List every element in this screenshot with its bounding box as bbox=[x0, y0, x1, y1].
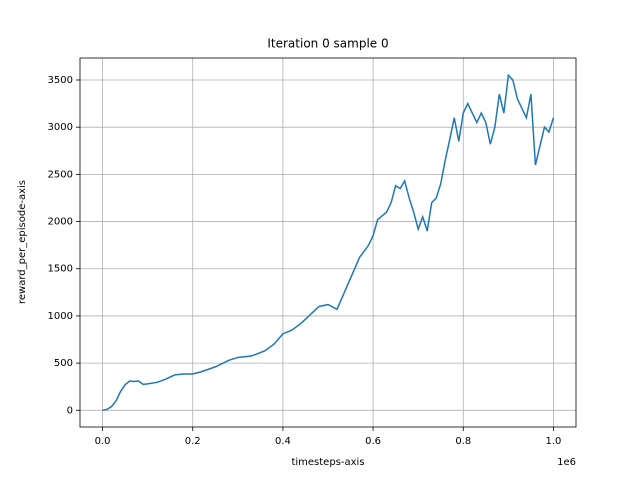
y-axis-label: reward_per_episode-axis bbox=[17, 180, 28, 304]
y-tick-label: 1000 bbox=[48, 311, 73, 322]
y-tick-label: 3000 bbox=[48, 122, 73, 133]
plot-frame bbox=[79, 57, 577, 428]
chart-title: Iteration 0 sample 0 bbox=[267, 37, 388, 51]
y-tick-label: 500 bbox=[54, 358, 73, 369]
x-tick-label: 0.2 bbox=[185, 436, 201, 447]
y-tick-label: 2000 bbox=[48, 217, 73, 228]
x-tick-label: 0.0 bbox=[95, 436, 111, 447]
y-tick-label: 0 bbox=[67, 405, 73, 416]
y-tick-label: 2500 bbox=[48, 169, 73, 180]
line-series bbox=[102, 73, 555, 412]
x-offset-label: 1e6 bbox=[557, 457, 576, 468]
y-tick-label: 3500 bbox=[48, 75, 73, 86]
x-axis-label: timesteps-axis bbox=[291, 457, 364, 468]
x-tick-label: 0.4 bbox=[275, 436, 291, 447]
x-tick-label: 0.6 bbox=[365, 436, 381, 447]
y-tick-label: 1500 bbox=[48, 264, 73, 275]
x-tick-label: 0.8 bbox=[455, 436, 471, 447]
x-tick-label: 1.0 bbox=[546, 436, 562, 447]
